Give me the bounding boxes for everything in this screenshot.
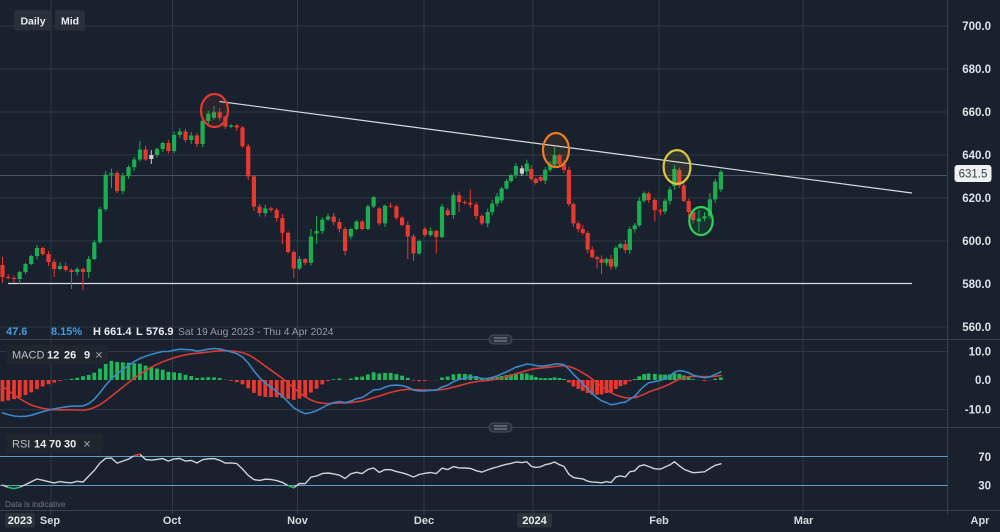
svg-text:✕: ✕ [95, 351, 103, 362]
svg-text:661.4: 661.4 [104, 326, 132, 338]
svg-text:Daily: Daily [20, 15, 45, 27]
svg-text:9: 9 [84, 350, 90, 362]
svg-text:680.0: 680.0 [962, 64, 991, 76]
svg-text:70: 70 [49, 439, 61, 451]
svg-text:30: 30 [978, 481, 991, 493]
svg-text:560.0: 560.0 [962, 322, 991, 334]
svg-text:30: 30 [64, 439, 76, 451]
svg-text:Oct: Oct [163, 515, 182, 527]
svg-text:580.0: 580.0 [962, 279, 991, 291]
svg-text:14: 14 [34, 439, 47, 451]
svg-text:Sep: Sep [40, 515, 60, 527]
svg-text:70: 70 [978, 452, 991, 464]
svg-text:8.15%: 8.15% [51, 326, 82, 338]
svg-text:L: L [136, 326, 143, 338]
svg-text:700.0: 700.0 [962, 21, 991, 33]
svg-text:Sat 19 Aug 2023 - Thu 4 Apr 20: Sat 19 Aug 2023 - Thu 4 Apr 2024 [178, 327, 334, 338]
svg-text:Data is indicative: Data is indicative [5, 500, 66, 509]
svg-text:26: 26 [64, 350, 76, 362]
svg-text:2023: 2023 [8, 515, 32, 527]
svg-text:10.0: 10.0 [969, 347, 991, 359]
svg-text:600.0: 600.0 [962, 236, 991, 248]
svg-text:Apr: Apr [971, 515, 991, 527]
svg-text:620.0: 620.0 [962, 193, 991, 205]
svg-text:Mid: Mid [61, 15, 79, 27]
svg-text:660.0: 660.0 [962, 107, 991, 119]
svg-text:Mar: Mar [794, 515, 814, 527]
svg-text:631.5: 631.5 [959, 169, 988, 181]
svg-text:RSI: RSI [12, 439, 30, 451]
svg-text:-10.0: -10.0 [965, 405, 991, 417]
svg-text:640.0: 640.0 [962, 150, 991, 162]
svg-text:H: H [93, 326, 101, 338]
svg-text:Nov: Nov [287, 515, 309, 527]
svg-text:576.9: 576.9 [146, 326, 174, 338]
svg-text:Dec: Dec [414, 515, 434, 527]
svg-text:12: 12 [47, 350, 59, 362]
svg-text:MACD: MACD [12, 350, 44, 362]
svg-text:2024: 2024 [522, 515, 547, 527]
svg-text:✕: ✕ [83, 440, 91, 451]
svg-text:0.0: 0.0 [975, 375, 991, 387]
svg-text:47.6: 47.6 [6, 326, 27, 338]
svg-text:Feb: Feb [649, 515, 669, 527]
